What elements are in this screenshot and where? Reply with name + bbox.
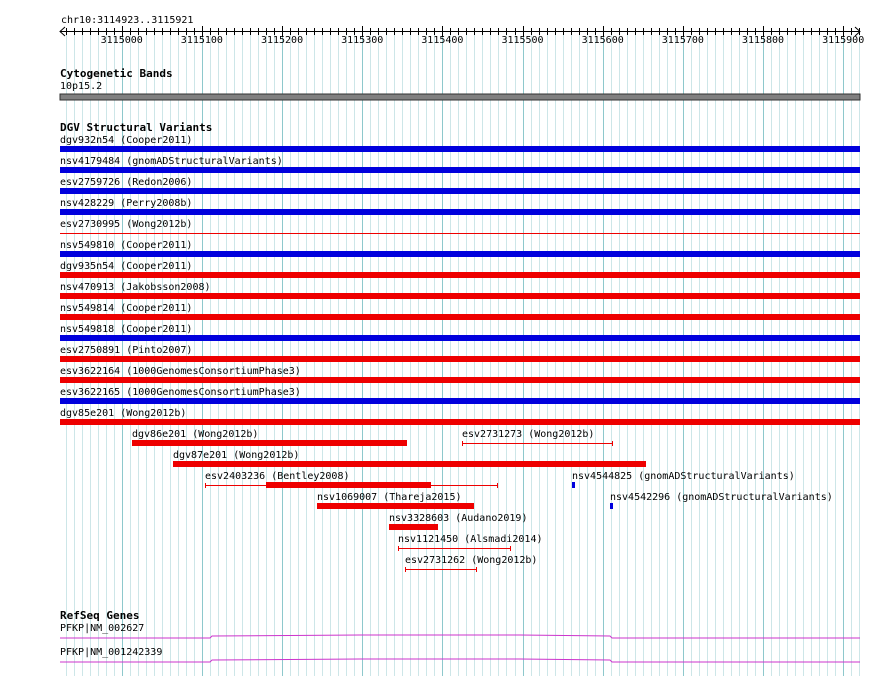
variant-bar (572, 482, 575, 488)
variant-label[interactable]: esv2731273 (Wong2012b) (462, 429, 595, 440)
variant-label[interactable]: nsv549814 (Cooper2011) (60, 303, 193, 314)
variant-label[interactable]: dgv935n54 (Cooper2011) (60, 261, 193, 272)
variant-bar (60, 377, 860, 383)
variant-label[interactable]: nsv1121450 (Alsmadi2014) (398, 534, 543, 545)
variant-label[interactable]: nsv549818 (Cooper2011) (60, 324, 193, 335)
ruler-tick-label: 3115100 (180, 35, 223, 46)
variant-label[interactable]: nsv470913 (Jakobsson2008) (60, 282, 211, 293)
variant-bar (610, 503, 613, 509)
gene-label[interactable]: PFKP|NM_002627 (60, 623, 145, 634)
variant-bar (266, 482, 431, 488)
gene-line (60, 634, 860, 639)
variant-bar (173, 461, 646, 467)
variant-bar (60, 146, 860, 152)
cytoband-bar (59, 93, 861, 101)
variant-label[interactable]: nsv549810 (Cooper2011) (60, 240, 193, 251)
ruler-tick-label: 3115900 (822, 35, 865, 46)
ruler-tick-label: 3115400 (421, 35, 464, 46)
variant-bar (60, 209, 860, 215)
variant-bar (60, 251, 860, 257)
variant-bar (60, 398, 860, 404)
cytoband-band-label: 10p15.2 (60, 81, 103, 92)
dgv-track-title: DGV Structural Variants (60, 121, 213, 134)
ruler-tick-label: 3115300 (341, 35, 384, 46)
gene-label[interactable]: PFKP|NM_001242339 (60, 647, 163, 658)
variant-label[interactable]: esv2759726 (Redon2006) (60, 177, 193, 188)
variant-label[interactable]: esv3622164 (1000GenomesConsortiumPhase3) (60, 366, 301, 377)
ruler-tick-label: 3115500 (501, 35, 544, 46)
variant-label[interactable]: nsv428229 (Perry2008b) (60, 198, 193, 209)
variant-bar (60, 335, 860, 341)
variant-label[interactable]: dgv87e201 (Wong2012b) (173, 450, 300, 461)
variant-bar (132, 440, 407, 446)
variant-bar (60, 419, 860, 425)
variant-label[interactable]: nsv4179484 (gnomADStructuralVariants) (60, 156, 283, 167)
variant-label[interactable]: dgv86e201 (Wong2012b) (132, 429, 259, 440)
variant-bar (60, 188, 860, 194)
variant-bar (60, 314, 860, 320)
variant-label[interactable]: esv3622165 (1000GenomesConsortiumPhase3) (60, 387, 301, 398)
cytoband-track-title: Cytogenetic Bands (60, 67, 173, 80)
variant-label[interactable]: nsv4542296 (gnomADStructuralVariants) (610, 492, 833, 503)
variant-label[interactable]: dgv85e201 (Wong2012b) (60, 408, 187, 419)
variant-bar (60, 167, 860, 173)
variant-label[interactable]: nsv1069007 (Thareja2015) (317, 492, 462, 503)
locus-label: chr10:3114923..3115921 (61, 15, 194, 26)
variant-label[interactable]: esv2730995 (Wong2012b) (60, 219, 193, 230)
variant-label[interactable]: esv2403236 (Bentley2008) (205, 471, 350, 482)
variant-label[interactable]: dgv932n54 (Cooper2011) (60, 135, 193, 146)
gene-line (60, 658, 860, 663)
ruler-tick-label: 3115600 (581, 35, 624, 46)
variant-label[interactable]: esv2750891 (Pinto2007) (60, 345, 193, 356)
variant-bar (317, 503, 474, 509)
variant-label[interactable]: nsv3328603 (Audano2019) (389, 513, 528, 524)
ruler-tick-label: 3115700 (661, 35, 704, 46)
variant-bar (60, 356, 860, 362)
variant-bar (60, 272, 860, 278)
variant-bar (389, 524, 438, 530)
variant-bar (60, 293, 860, 299)
ruler-tick-label: 3115800 (741, 35, 785, 46)
variant-label[interactable]: esv2731262 (Wong2012b) (405, 555, 538, 566)
variant-label[interactable]: nsv4544825 (gnomADStructuralVariants) (572, 471, 795, 482)
refseq-track-title: RefSeq Genes (60, 609, 140, 622)
ruler-tick-label: 3115000 (100, 35, 143, 46)
ruler-tick-label: 3115200 (260, 35, 304, 46)
ruler-left-arrow (59, 26, 66, 37)
